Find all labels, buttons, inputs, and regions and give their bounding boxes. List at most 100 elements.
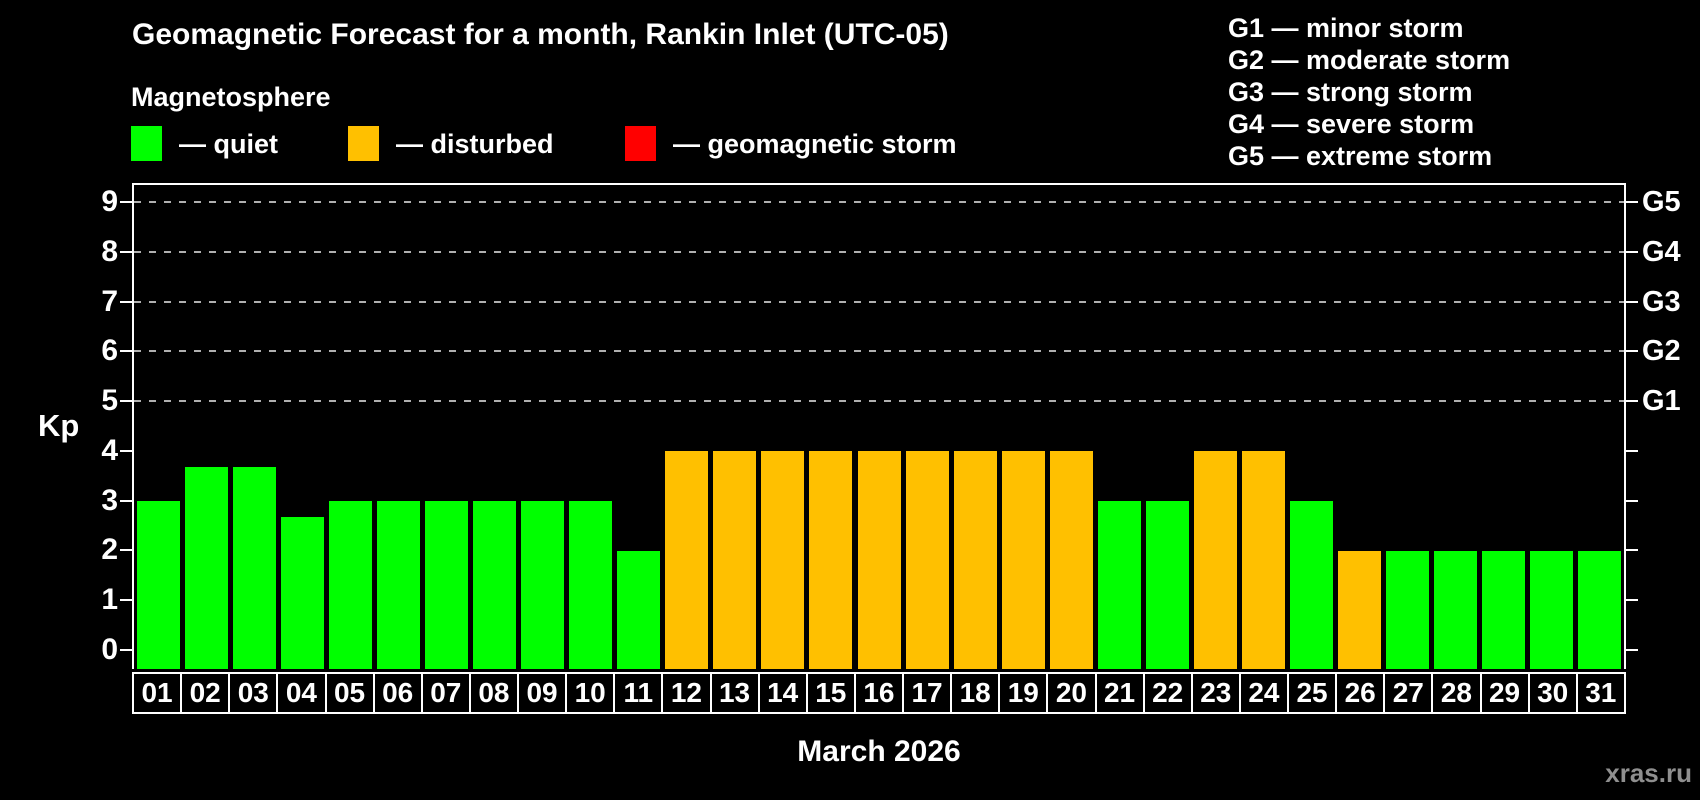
y-tick-label-2: 2: [101, 533, 118, 567]
day-cell-17: 17: [902, 672, 953, 714]
y-tick-right-2: [1626, 549, 1638, 552]
right-axis-label-G1: G1: [1642, 385, 1681, 418]
g-scale-legend-line: G4 — severe storm: [1228, 109, 1475, 139]
kp-bar-day-08: [472, 500, 516, 669]
right-axis-label-G5: G5: [1642, 185, 1681, 218]
y-tick-left-0: [120, 649, 132, 652]
legend-swatch-storm: [625, 126, 656, 161]
day-cell-26: 26: [1335, 672, 1386, 714]
kp-bar-day-28: [1434, 550, 1478, 669]
day-cell-22: 22: [1142, 672, 1193, 714]
y-axis-title: Kp: [38, 408, 80, 443]
y-tick-label-5: 5: [101, 384, 118, 418]
day-cell-08: 08: [468, 672, 519, 714]
legend-label-disturbed: — disturbed: [396, 129, 554, 159]
legend-label-storm: — geomagnetic storm: [673, 129, 957, 159]
right-axis-label-G2: G2: [1642, 335, 1681, 368]
day-cell-03: 03: [228, 672, 279, 714]
kp-bar-day-07: [424, 500, 468, 669]
kp-bar-day-22: [1145, 500, 1189, 669]
day-cell-27: 27: [1383, 672, 1434, 714]
right-axis-label-G3: G3: [1642, 285, 1681, 318]
chart-subtitle: Magnetosphere: [131, 82, 331, 112]
y-tick-label-9: 9: [101, 184, 118, 218]
day-cell-14: 14: [757, 672, 808, 714]
y-tick-left-5: [120, 400, 132, 403]
g-scale-legend: G1 — minor storm G2 — moderate storm G3 — …: [1228, 12, 1510, 172]
y-tick-right-7: [1626, 300, 1638, 303]
y-tick-right-8: [1626, 250, 1638, 253]
kp-bar-day-11: [617, 550, 661, 669]
day-cell-18: 18: [950, 672, 1001, 714]
kp-bar-day-02: [184, 467, 228, 669]
day-cell-12: 12: [661, 672, 712, 714]
day-cell-04: 04: [276, 672, 327, 714]
y-tick-right-6: [1626, 350, 1638, 353]
y-tick-right-0: [1626, 649, 1638, 652]
y-tick-left-4: [120, 449, 132, 452]
y-axis-tick-labels: 0 1 2 3 4 5 6 7 8 9: [0, 185, 118, 669]
x-axis-day-labels: 01 02 03 04 05 06 07 08 09 10 11 12 13 14 15 16 17 18 19 20…: [132, 672, 1626, 714]
kp-bar-day-24: [1242, 450, 1286, 669]
kp-bar-day-18: [953, 450, 997, 669]
day-cell-13: 13: [709, 672, 760, 714]
watermark: xras.ru: [1605, 758, 1692, 788]
kp-bar-day-23: [1193, 450, 1237, 669]
g-scale-legend-line: G5 — extreme storm: [1228, 141, 1493, 171]
kp-bar-day-31: [1578, 550, 1622, 669]
kp-bar-day-20: [1049, 450, 1093, 669]
kp-bar-day-10: [569, 500, 613, 669]
y-tick-right-3: [1626, 499, 1638, 502]
kp-bar-day-13: [713, 450, 757, 669]
day-cell-29: 29: [1479, 672, 1530, 714]
y-tick-left-6: [120, 350, 132, 353]
y-tick-left-8: [120, 250, 132, 253]
grid-line-kp6: [134, 350, 1624, 353]
y-tick-label-4: 4: [101, 433, 118, 467]
y-tick-label-1: 1: [101, 583, 118, 617]
day-cell-23: 23: [1190, 672, 1241, 714]
color-legend: — quiet — disturbed — geomagnetic storm: [0, 126, 1700, 162]
x-axis-title: March 2026: [797, 735, 961, 768]
day-cell-05: 05: [324, 672, 375, 714]
y-tick-right-1: [1626, 599, 1638, 602]
day-cell-01: 01: [132, 672, 183, 714]
kp-bar-day-16: [857, 450, 901, 669]
kp-bar-day-29: [1482, 550, 1526, 669]
kp-bar-day-27: [1386, 550, 1430, 669]
plot-area: [120, 183, 1638, 669]
y-tick-left-9: [120, 200, 132, 203]
y-tick-left-1: [120, 599, 132, 602]
kp-bar-day-21: [1097, 500, 1141, 669]
kp-bar-day-26: [1338, 550, 1382, 669]
g-scale-legend-line: G2 — moderate storm: [1228, 45, 1511, 75]
day-cell-09: 09: [517, 672, 568, 714]
grid-line-kp7: [134, 300, 1624, 303]
kp-bar-day-09: [521, 500, 565, 669]
grid-line-kp8: [134, 250, 1624, 253]
y-tick-right-9: [1626, 200, 1638, 203]
day-cell-21: 21: [1094, 672, 1145, 714]
legend-swatch-quiet: [131, 126, 162, 161]
g-scale-legend-line: G1 — minor storm: [1228, 13, 1464, 43]
y-tick-right-5: [1626, 400, 1638, 403]
kp-bar-day-03: [232, 467, 276, 669]
y-tick-label-7: 7: [101, 284, 118, 318]
kp-bar-day-01: [136, 500, 180, 669]
y-tick-label-0: 0: [101, 633, 118, 667]
grid-line-kp5: [134, 400, 1624, 403]
chart-title: Geomagnetic Forecast for a month, Rankin…: [132, 18, 949, 51]
day-cell-20: 20: [1046, 672, 1097, 714]
right-axis-label-G4: G4: [1642, 235, 1681, 268]
y-tick-left-3: [120, 499, 132, 502]
day-cell-24: 24: [1238, 672, 1289, 714]
kp-bar-day-14: [761, 450, 805, 669]
g-scale-legend-line: G3 — strong storm: [1228, 77, 1473, 107]
y-tick-left-7: [120, 300, 132, 303]
kp-bar-day-06: [376, 500, 420, 669]
kp-bar-day-25: [1290, 500, 1334, 669]
day-cell-11: 11: [613, 672, 664, 714]
day-cell-25: 25: [1287, 672, 1338, 714]
y-tick-label-8: 8: [101, 234, 118, 268]
